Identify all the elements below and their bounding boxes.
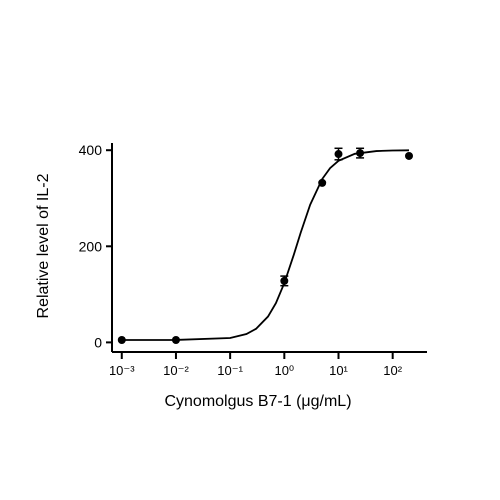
y-axis-label: Relative level of IL-2 [35,173,52,318]
data-point [117,335,126,344]
fit-curve [121,149,410,341]
data-point [404,151,413,160]
x-tick-label: 10⁻¹ [217,363,243,378]
y-tick-label: 200 [79,238,103,254]
y-tick-label: 0 [94,334,102,350]
x-tick-label: 10² [383,363,402,378]
x-tick-label: 10¹ [329,363,348,378]
data-point [171,335,180,344]
y-tick-label: 400 [79,142,103,158]
x-tick-label: 10⁻³ [109,363,135,378]
x-tick-label: 10⁻² [163,363,189,378]
data-point [318,178,327,187]
data-point [334,150,343,159]
x-axis-label: Cynomolgus B7-1 (μg/mL) [164,393,351,410]
data-point [356,149,365,158]
data-point [280,276,289,285]
x-tick-label: 10⁰ [274,363,294,378]
